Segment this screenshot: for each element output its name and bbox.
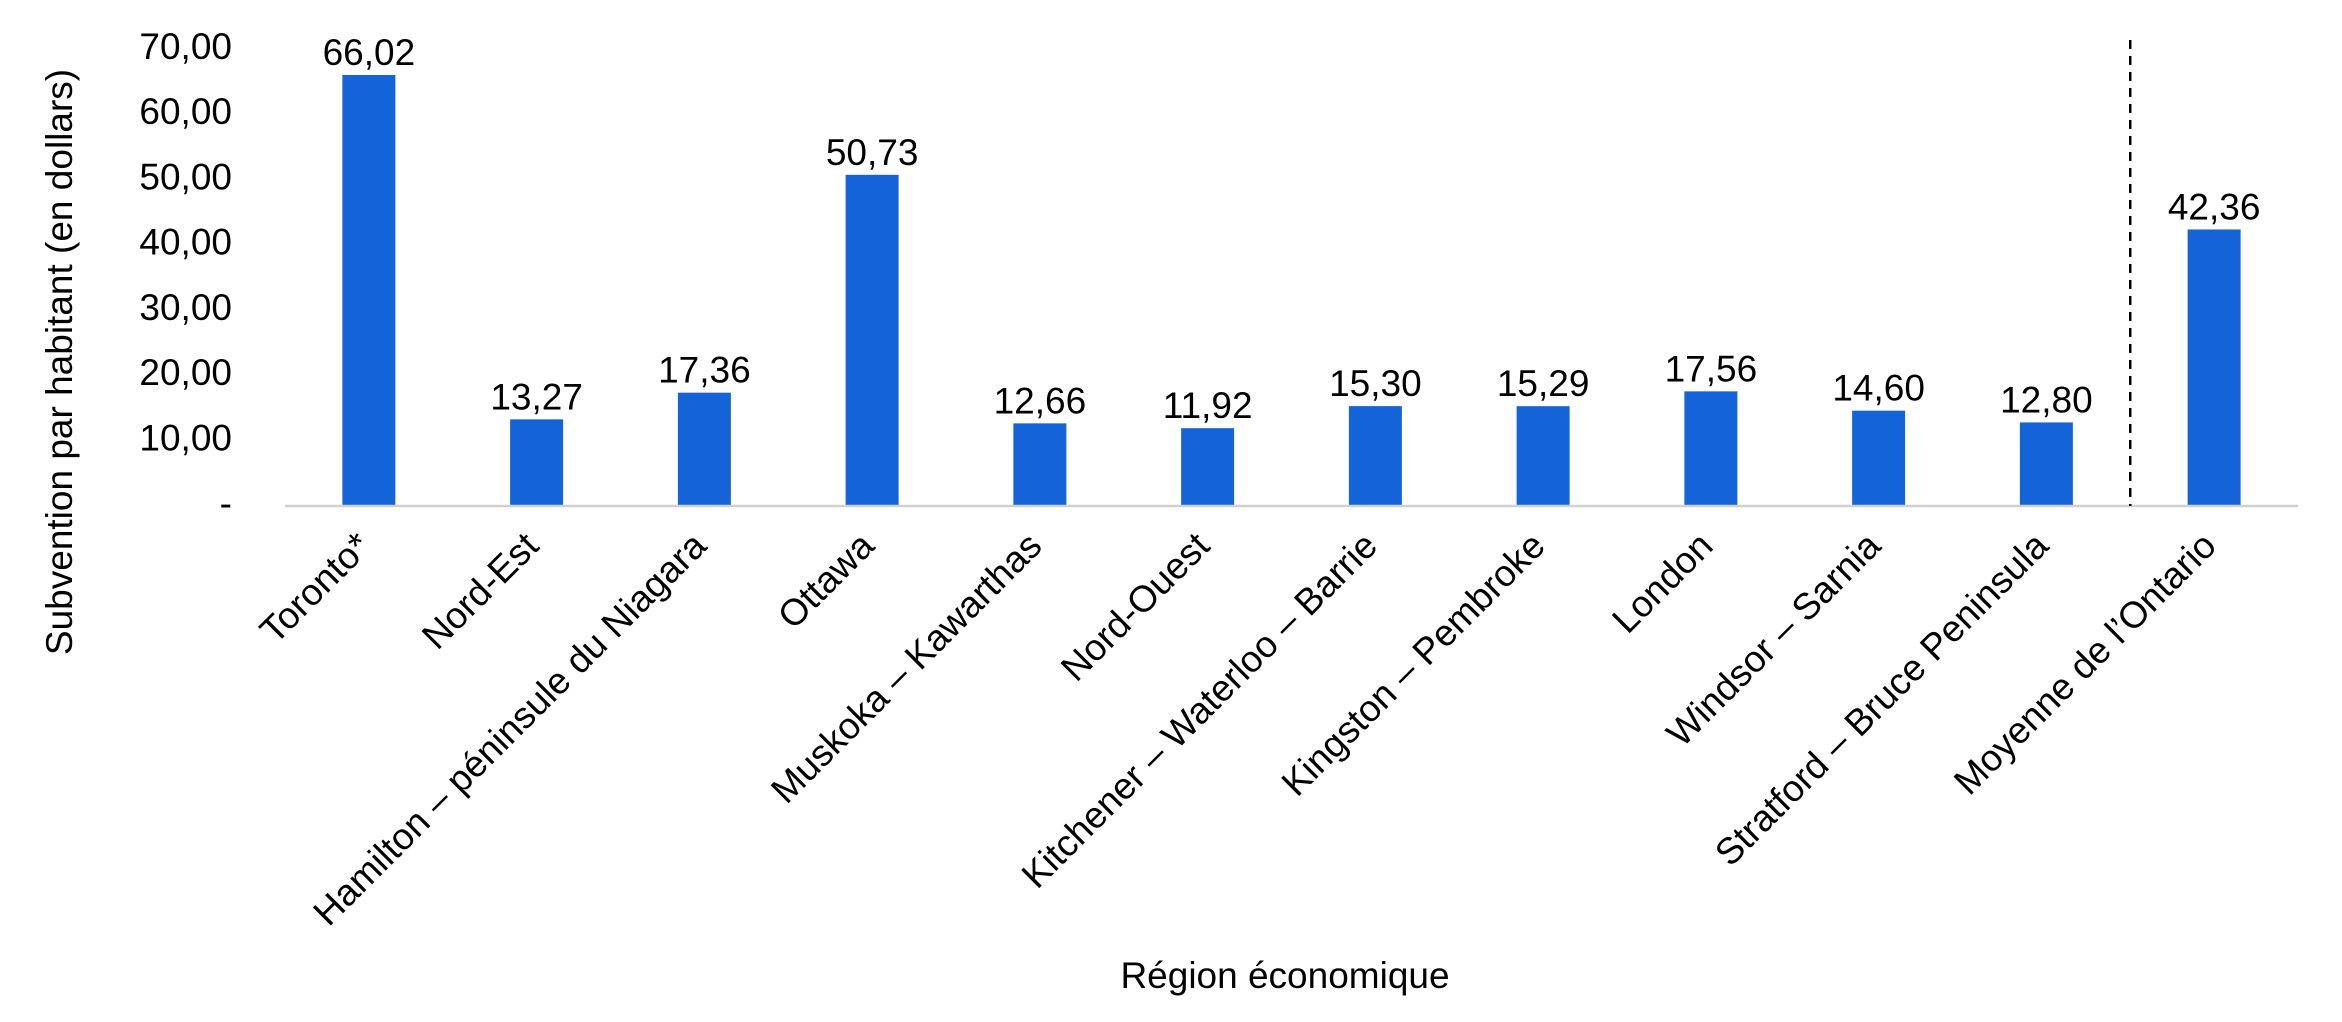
bar xyxy=(1516,406,1570,506)
y-tick-label: 10,00 xyxy=(139,417,232,458)
category-label: Toronto* xyxy=(252,525,378,651)
bar xyxy=(2019,422,2073,506)
bar xyxy=(1013,423,1067,506)
data-label: 42,36 xyxy=(2168,186,2261,227)
data-label: 12,66 xyxy=(994,380,1087,421)
data-label: 14,60 xyxy=(1832,368,1925,409)
data-label: 13,27 xyxy=(490,376,583,417)
bar xyxy=(1852,410,1906,506)
data-label: 15,29 xyxy=(1497,363,1590,404)
data-label: 15,30 xyxy=(1329,363,1422,404)
category-label: Ottawa xyxy=(770,524,882,636)
y-tick-label: 20,00 xyxy=(139,352,232,393)
bar xyxy=(2187,229,2241,506)
bar xyxy=(342,74,396,507)
category-label: London xyxy=(1604,525,1720,641)
bar xyxy=(677,392,731,506)
data-label: 12,80 xyxy=(2000,379,2093,420)
category-label: Muskoka – Kawarthas xyxy=(763,525,1049,811)
y-tick-label: 60,00 xyxy=(139,91,232,132)
bar xyxy=(845,174,899,506)
bar xyxy=(1181,428,1235,506)
data-label: 11,92 xyxy=(1163,385,1253,426)
x-axis-title: Région économique xyxy=(1120,955,1449,996)
y-axis-title: Subvention par habitant (en dollars) xyxy=(39,69,80,655)
bar xyxy=(1348,406,1402,506)
category-label: Kitchener – Waterloo – Barrie xyxy=(1014,525,1385,896)
y-tick-label: 70,00 xyxy=(139,26,232,67)
bar xyxy=(1684,391,1738,506)
data-label: 50,73 xyxy=(826,132,919,173)
y-tick-label: 50,00 xyxy=(139,156,232,197)
category-label: Nord-Est xyxy=(414,524,547,657)
bar xyxy=(510,419,564,506)
y-tick-label: 40,00 xyxy=(139,222,232,263)
data-label: 17,36 xyxy=(658,350,751,391)
y-tick-label: - xyxy=(220,483,232,524)
data-label: 17,56 xyxy=(1665,348,1758,389)
data-label: 66,02 xyxy=(323,32,416,73)
y-tick-label: 30,00 xyxy=(139,287,232,328)
category-label: Nord-Ouest xyxy=(1053,524,1218,689)
category-label: Stratford – Bruce Peninsula xyxy=(1707,524,2056,873)
